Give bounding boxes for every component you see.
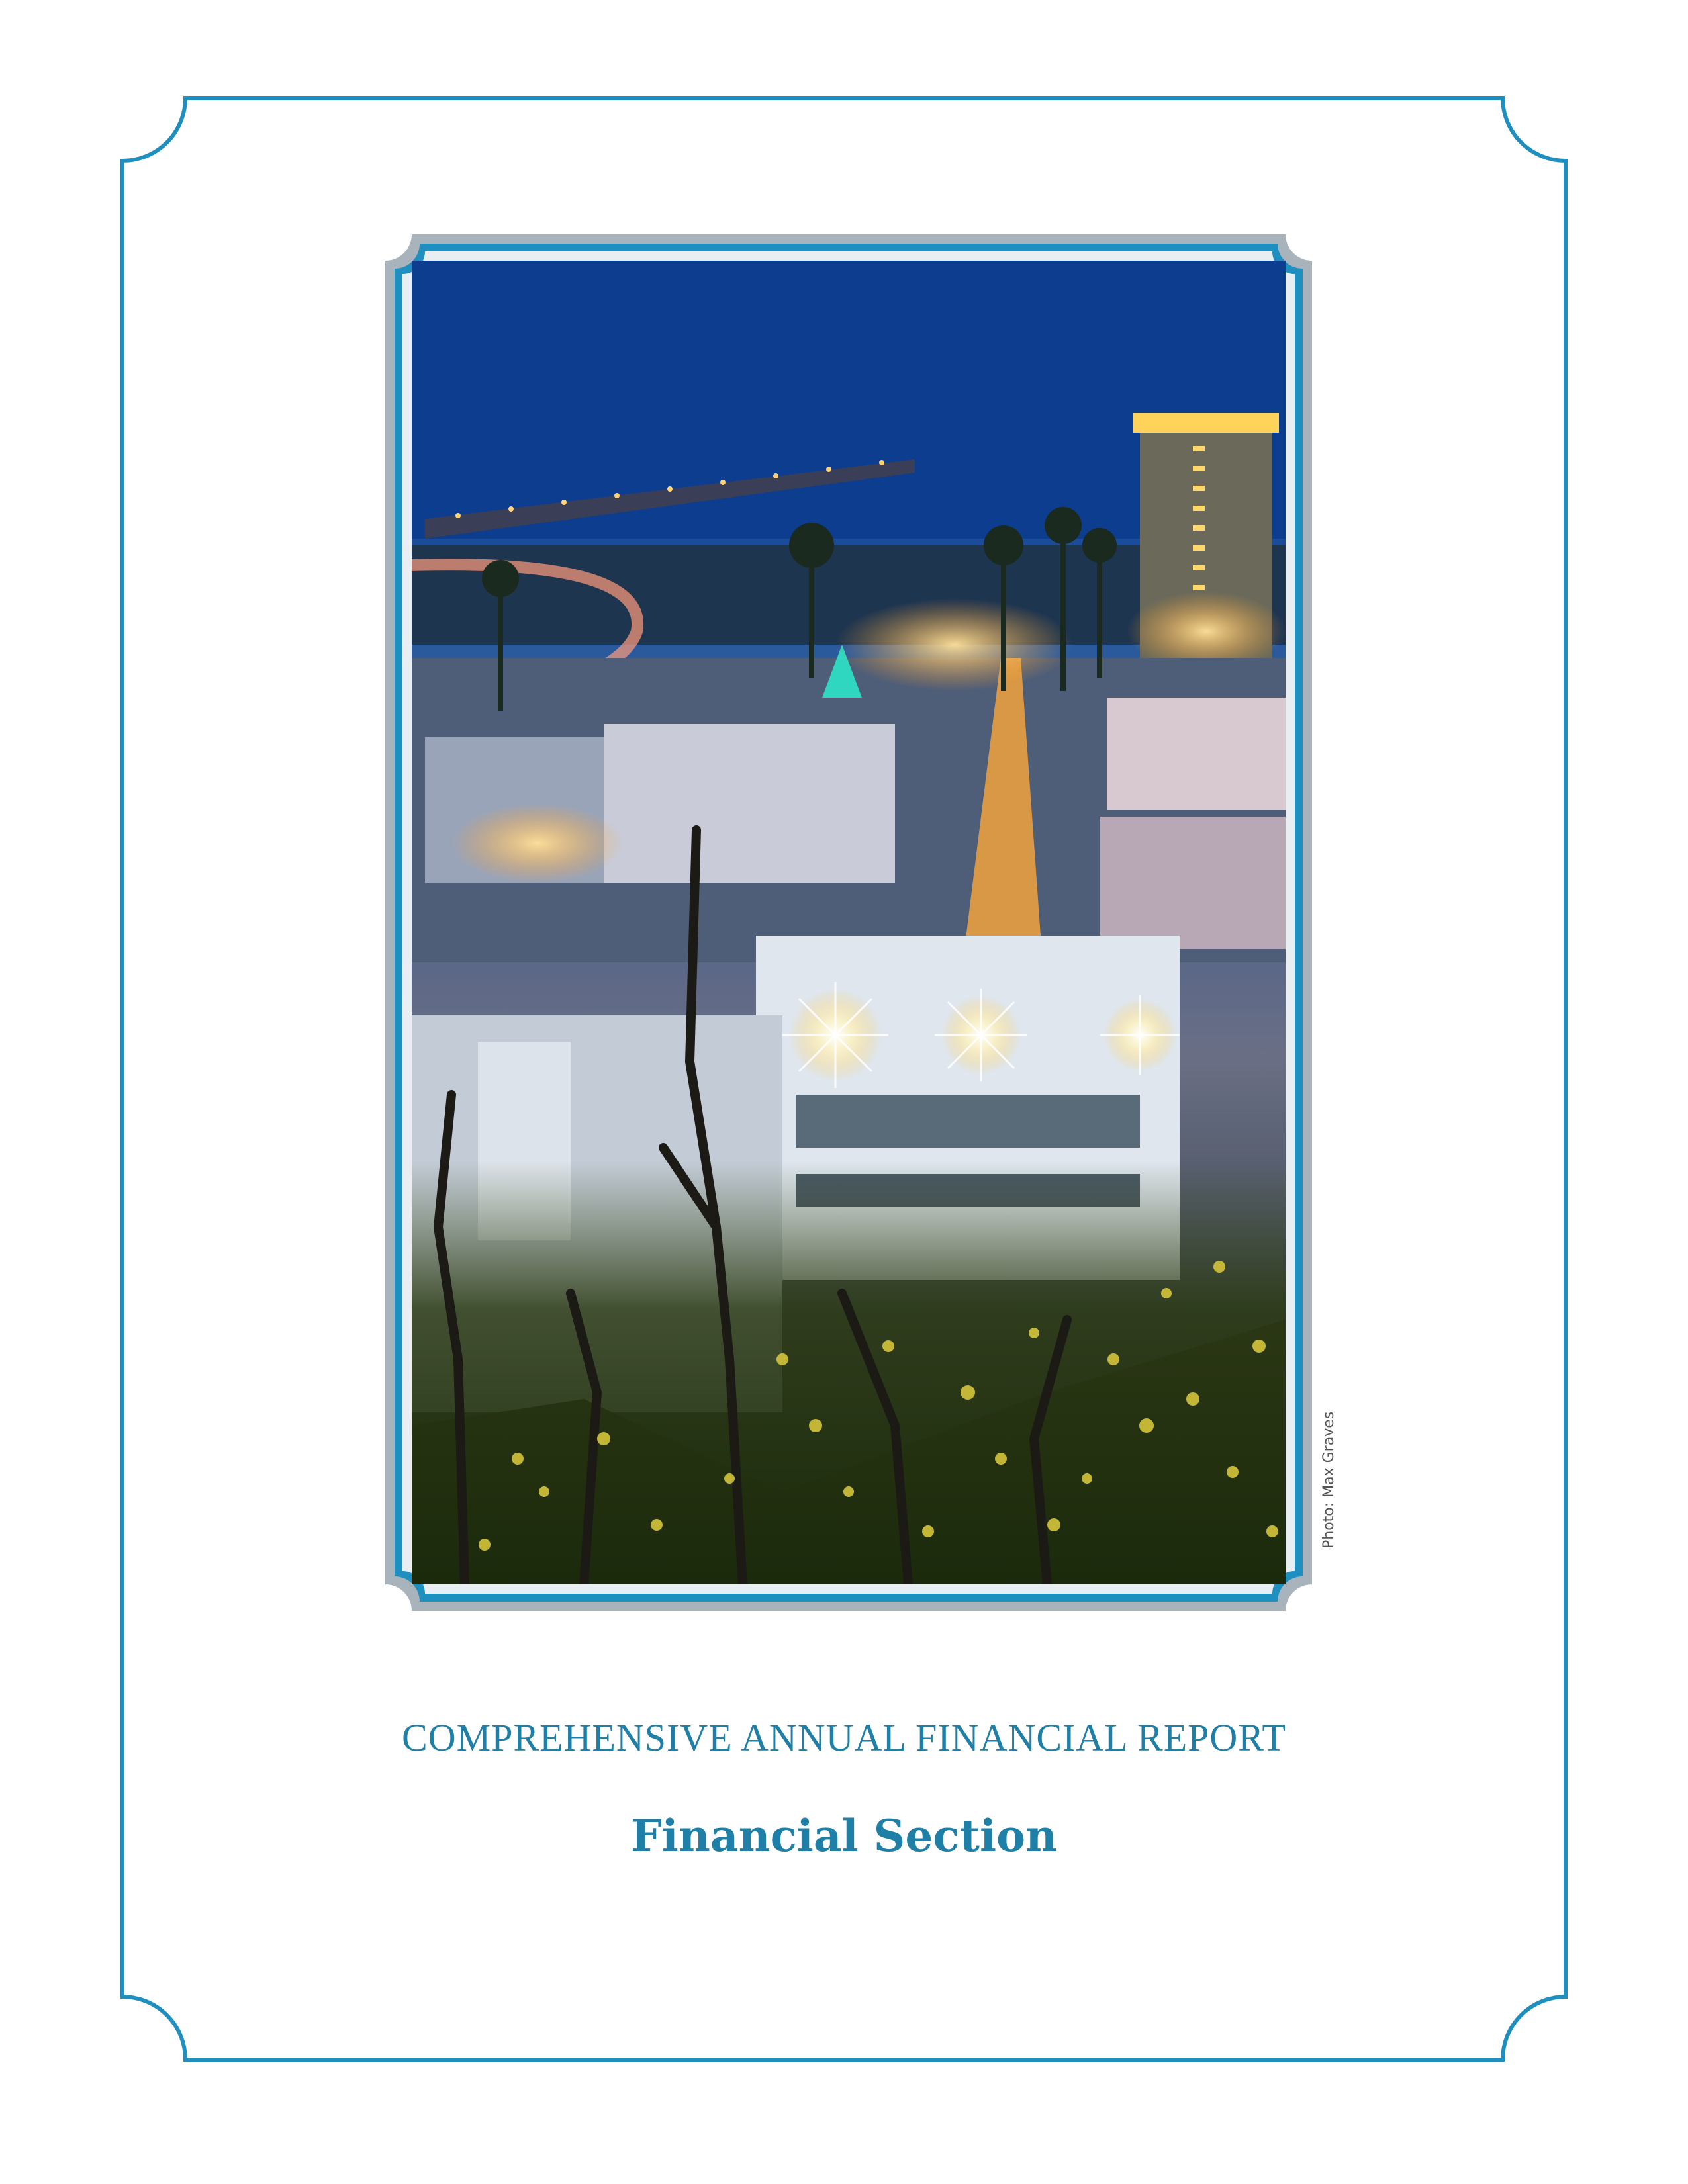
- section-title: Financial Section: [630, 1810, 1058, 1862]
- photo-credit-text: Photo: Max Graves: [1321, 1411, 1337, 1549]
- cover-photo: [385, 234, 1312, 1611]
- photo-credit: Photo: Max Graves: [1321, 1412, 1340, 1569]
- report-title: COMPREHENSIVE ANNUAL FINANCIAL REPORT: [402, 1716, 1286, 1759]
